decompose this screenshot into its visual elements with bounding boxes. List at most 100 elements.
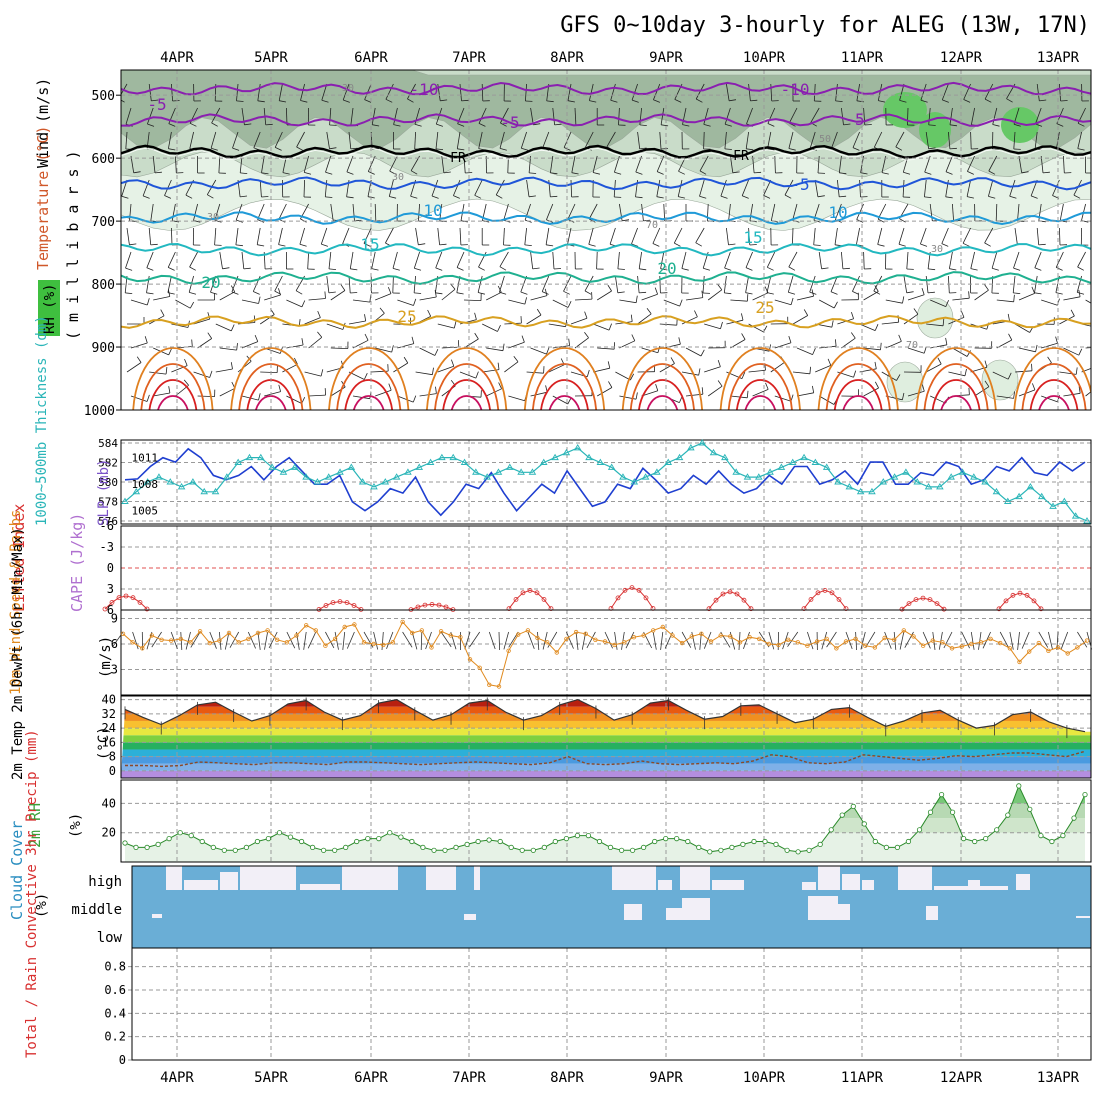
wind-barb-flag <box>207 194 214 199</box>
contour-label: -5 <box>790 175 809 194</box>
wind-barb-flag <box>1078 289 1081 297</box>
wind-barb <box>321 83 328 101</box>
wind-barb-flag <box>646 307 652 315</box>
wind-barb-flag <box>243 267 251 270</box>
wind-barb <box>1018 155 1023 173</box>
wind-speed-point <box>352 622 357 627</box>
wind-barb-flag <box>631 99 639 103</box>
wind-barb-flag <box>1047 356 1052 363</box>
wind-barb-flag <box>724 123 732 127</box>
rh2m-point <box>938 791 945 798</box>
rh2m-point <box>740 841 746 848</box>
wind-speed-point <box>766 641 772 647</box>
wind-barb <box>215 323 232 332</box>
wind-speed-point <box>699 631 704 636</box>
wind-barb-flag <box>160 309 165 316</box>
wind-barb-10m <box>1017 631 1020 650</box>
rh2m-point <box>442 847 448 853</box>
contour-label: -5 <box>845 110 864 129</box>
thickness-point <box>155 473 163 480</box>
wind-barb-flag <box>210 147 218 151</box>
wind-barb-10m <box>1086 631 1093 650</box>
thickness-point <box>1060 497 1069 504</box>
cloud-gap <box>464 914 476 920</box>
surface-temperature-contour <box>230 347 312 410</box>
wind-barb-10m <box>425 631 432 650</box>
panel-frame <box>120 609 1092 696</box>
wind-barb-flag <box>364 314 367 322</box>
lifted-index-point <box>815 590 821 596</box>
wind-barb-flag <box>498 382 502 389</box>
rh2m-point <box>1071 815 1077 821</box>
rh2m-point <box>1038 832 1044 839</box>
wind-speed-point <box>622 640 627 645</box>
wind-barb <box>638 251 642 269</box>
thickness-point <box>788 458 797 465</box>
wind-barb-flag <box>461 99 469 102</box>
wind-barb <box>308 394 326 397</box>
wind-barb-flag <box>767 266 774 271</box>
wind-barb <box>720 179 727 197</box>
ylabel-rh2m-unit: (%) <box>68 813 84 838</box>
wind-barb-flag <box>657 345 661 353</box>
lifted-index-point <box>615 595 621 601</box>
wind-barb <box>792 227 794 246</box>
wind-barb <box>685 297 703 301</box>
lifted-index-point <box>622 587 628 593</box>
wind-barb-flag <box>478 266 485 271</box>
wind-barb-flag <box>695 242 702 247</box>
wind-barb <box>257 83 261 101</box>
date-label-top: 4APR <box>160 50 194 66</box>
surface-temperature-contour <box>931 379 981 410</box>
wind-barb <box>286 299 303 308</box>
lifted-index-point <box>822 588 828 593</box>
wind-barb <box>495 179 505 196</box>
wind-barb-flag <box>631 334 636 341</box>
thickness-point <box>245 453 254 461</box>
wind-barb-flag <box>881 172 889 175</box>
lifted-index-point <box>1003 598 1009 604</box>
wind-barb <box>810 107 820 123</box>
thickness-point <box>438 453 446 461</box>
thickness-point <box>800 453 808 461</box>
wind-barb-flag <box>151 99 159 102</box>
wind-barb-flag <box>236 343 238 351</box>
wind-barb-flag <box>788 291 796 295</box>
wind-barb-flag <box>168 386 171 394</box>
wind-barb <box>552 251 555 270</box>
wind-barb <box>342 227 350 244</box>
wind-barb-flag <box>924 171 932 175</box>
wind-speed-point <box>361 640 367 645</box>
wind-barb <box>941 227 949 244</box>
thickness-point <box>279 468 288 475</box>
wind-barb <box>766 251 776 268</box>
wind-barb-flag <box>524 297 527 305</box>
rh2m-point <box>916 827 923 833</box>
wind10m-ticks: 9 6 3 <box>111 612 118 677</box>
wind-barb <box>189 131 194 149</box>
lifted-index-point <box>706 606 712 612</box>
wind-barb <box>774 299 792 306</box>
wind-barb-flag <box>720 195 728 199</box>
rh-contour-label: 50 <box>819 134 831 145</box>
wind-barb <box>329 107 332 126</box>
wind-barb-10m <box>604 631 613 649</box>
lifted-index-line <box>998 592 1042 610</box>
wind-barb-flag <box>1021 171 1029 174</box>
surface-temperature-contour <box>352 395 385 410</box>
wind-barb <box>1036 83 1040 101</box>
thickness-point <box>1015 492 1023 500</box>
thickness-point <box>132 487 141 495</box>
wind-barb-flag <box>317 331 323 338</box>
wind-barb-flag <box>567 100 575 103</box>
wind-barb-flag <box>584 331 589 339</box>
lifted-index-point <box>109 600 115 605</box>
wind-barb-10m <box>542 631 548 650</box>
lifted-index-point <box>506 606 512 611</box>
surface-temperature-contour <box>328 347 410 410</box>
wind-barb-flag <box>499 266 507 271</box>
lifted-index-point <box>443 604 449 610</box>
wind-barb-10m <box>586 631 596 649</box>
wind-barb-flag <box>499 148 507 151</box>
